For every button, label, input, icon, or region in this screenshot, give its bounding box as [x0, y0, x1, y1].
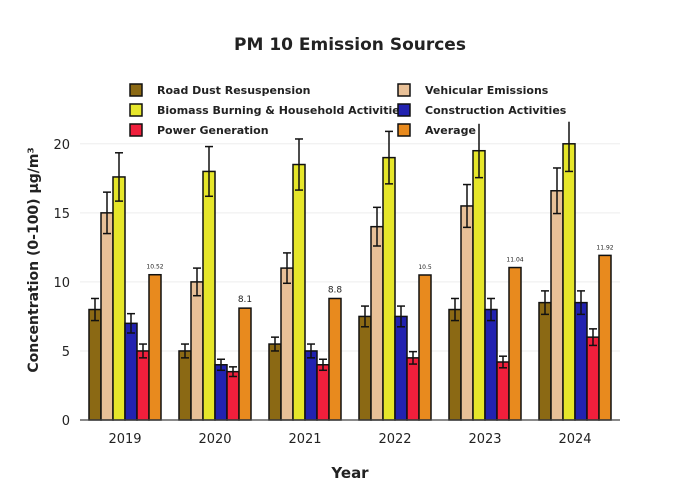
- y-axis-label: Concentration (0-100) μg/m³: [26, 147, 42, 372]
- legend-label: Vehicular Emissions: [425, 84, 549, 97]
- bar: [562, 143, 576, 421]
- error-bars-group: [91, 121, 597, 378]
- bar: [448, 308, 462, 421]
- data-label: 8.1: [238, 295, 252, 305]
- bar: [370, 225, 384, 421]
- legend-item: Road Dust Resuspension: [129, 83, 310, 97]
- bar: [178, 350, 192, 421]
- bar: [190, 281, 204, 421]
- bar: [496, 361, 510, 421]
- x-tick-label: 2022: [378, 432, 411, 447]
- bar: [148, 273, 162, 421]
- bar: [304, 350, 318, 421]
- x-tick-label: 2019: [108, 432, 141, 447]
- x-tick-label: 2020: [198, 432, 231, 447]
- bar: [88, 308, 102, 421]
- y-tick-label: 20: [53, 138, 70, 153]
- legend-swatch: [397, 103, 411, 117]
- y-tick-label: 0: [62, 414, 70, 429]
- legend-item: Construction Activities: [397, 103, 567, 117]
- data-label: 11.92: [596, 244, 613, 251]
- bar: [418, 274, 432, 421]
- bar: [598, 254, 612, 421]
- data-label: 10.52: [146, 264, 163, 271]
- data-label: 8.8: [328, 285, 343, 295]
- x-tick-label: 2021: [288, 432, 321, 447]
- y-tick-label: 10: [53, 276, 70, 291]
- bar: [214, 364, 228, 421]
- bar: [100, 212, 114, 421]
- legend-swatch: [397, 83, 411, 97]
- bar: [406, 357, 420, 421]
- legend-swatch: [129, 123, 143, 137]
- bar: [472, 149, 486, 421]
- bar: [382, 156, 396, 421]
- bar: [202, 170, 216, 421]
- bar: [124, 322, 138, 421]
- bar: [358, 315, 372, 421]
- bar: [226, 370, 240, 421]
- bar: [268, 343, 282, 421]
- bar: [328, 297, 342, 421]
- legend-label: Average: [425, 124, 476, 137]
- legend-item: Average: [397, 123, 476, 137]
- legend-item: Biomass Burning & Household Activities: [129, 103, 407, 117]
- bar: [508, 266, 522, 421]
- bar: [460, 205, 474, 421]
- axes-group: 0 5 10 15 20 2019 2020 2021 2022 2023 2024: [53, 138, 620, 447]
- data-labels-group: 10.52 8.1 8.8 10.5 11.04 11.92: [146, 244, 613, 305]
- y-tick-label: 15: [53, 207, 70, 222]
- bar: [574, 301, 588, 421]
- data-label: 10.5: [418, 264, 432, 271]
- legend-label: Construction Activities: [425, 104, 567, 117]
- data-label: 11.04: [506, 257, 523, 264]
- legend-label: Biomass Burning & Household Activities: [157, 104, 407, 117]
- bar: [484, 308, 498, 421]
- legend-item: Power Generation: [129, 123, 269, 137]
- bar: [136, 350, 150, 421]
- legend-item: Vehicular Emissions: [397, 83, 549, 97]
- bar: [394, 315, 408, 421]
- bar: [292, 163, 306, 421]
- bar: [238, 307, 252, 421]
- bar: [112, 176, 126, 421]
- bar: [550, 190, 564, 421]
- legend-swatch: [129, 83, 143, 97]
- grid-lines: [80, 143, 620, 352]
- bar: [280, 267, 294, 421]
- bar: [316, 364, 330, 421]
- bar: [586, 336, 600, 421]
- y-tick-label: 5: [62, 345, 70, 360]
- legend-label: Power Generation: [157, 124, 269, 137]
- legend-label: Road Dust Resuspension: [157, 84, 310, 97]
- x-axis-label: Year: [330, 464, 369, 482]
- x-tick-label: 2023: [468, 432, 501, 447]
- chart-title: PM 10 Emission Sources: [234, 35, 466, 55]
- bar: [538, 301, 552, 421]
- x-tick-label: 2024: [558, 432, 591, 447]
- legend-swatch: [129, 103, 143, 117]
- legend: Road Dust Resuspension Vehicular Emission…: [129, 83, 567, 137]
- legend-swatch: [397, 123, 411, 137]
